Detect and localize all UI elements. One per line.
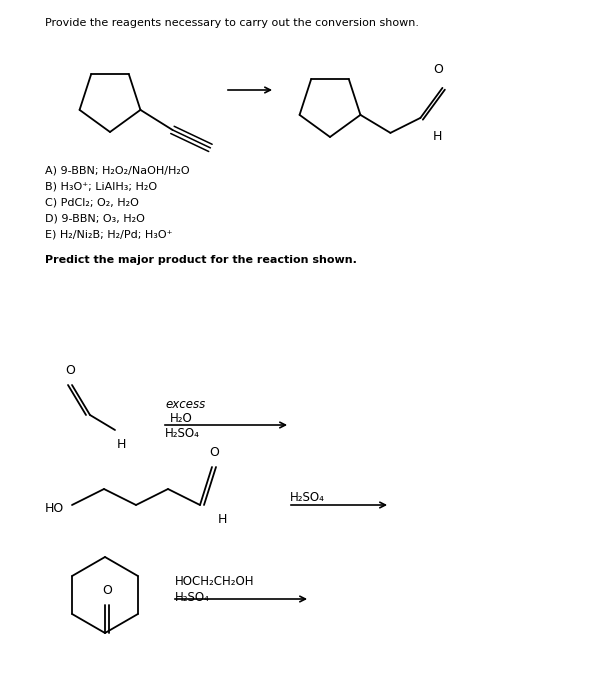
Text: H₂O: H₂O (170, 412, 192, 425)
Text: H: H (218, 513, 228, 526)
Text: HO: HO (45, 503, 64, 516)
Text: excess: excess (165, 398, 206, 411)
Text: Provide the reagents necessary to carry out the conversion shown.: Provide the reagents necessary to carry … (45, 18, 419, 28)
Text: H₂SO₄: H₂SO₄ (290, 491, 325, 504)
Text: O: O (434, 63, 443, 76)
Text: D) 9-BBN; O₃, H₂O: D) 9-BBN; O₃, H₂O (45, 213, 145, 223)
Text: Predict the major product for the reaction shown.: Predict the major product for the reacti… (45, 255, 357, 265)
Text: H: H (432, 130, 442, 143)
Text: A) 9-BBN; H₂O₂/NaOH/H₂O: A) 9-BBN; H₂O₂/NaOH/H₂O (45, 165, 189, 175)
Text: C) PdCl₂; O₂, H₂O: C) PdCl₂; O₂, H₂O (45, 197, 139, 207)
Text: HOCH₂CH₂OH: HOCH₂CH₂OH (175, 575, 254, 588)
Text: H: H (117, 438, 127, 451)
Text: O: O (102, 584, 112, 597)
Text: H₂SO₄: H₂SO₄ (175, 591, 210, 604)
Text: O: O (65, 364, 75, 377)
Text: B) H₃O⁺; LiAlH₃; H₂O: B) H₃O⁺; LiAlH₃; H₂O (45, 181, 157, 191)
Text: E) H₂/Ni₂B; H₂/Pd; H₃O⁺: E) H₂/Ni₂B; H₂/Pd; H₃O⁺ (45, 229, 172, 239)
Text: H₂SO₄: H₂SO₄ (165, 427, 200, 440)
Text: O: O (209, 446, 219, 459)
